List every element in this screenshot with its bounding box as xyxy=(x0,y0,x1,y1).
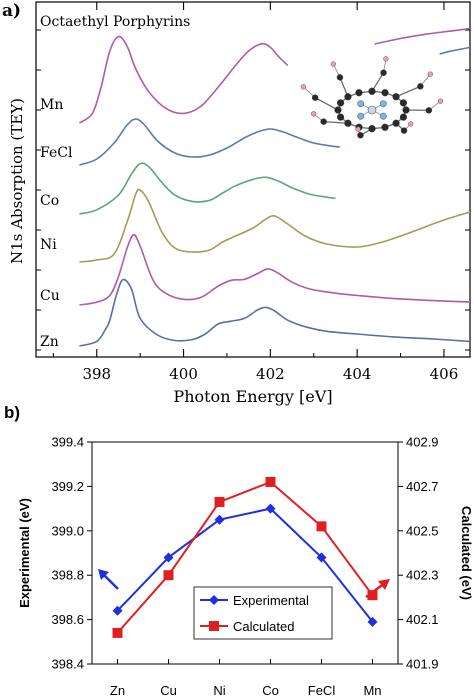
b-left-ticks: 398.4 398.6 398.8 399.0 399.2 399.4 xyxy=(51,435,92,672)
category-label: Co xyxy=(262,683,279,698)
x-tick-label: 404 xyxy=(343,365,372,383)
left-tick-label: 398.8 xyxy=(51,568,84,583)
b-right-ticks: 401.9 402.1 402.3 402.5 402.7 402.9 xyxy=(398,435,439,672)
series-label-co: Co xyxy=(40,193,59,209)
spectrum-fragment xyxy=(439,46,471,55)
series-line-calculated xyxy=(116,480,374,634)
point-experimental xyxy=(214,514,225,525)
spectrum-mn xyxy=(78,35,289,124)
left-tick-label: 399.4 xyxy=(51,435,84,450)
left-axis-arrow xyxy=(98,569,119,590)
panel-b-label: b) xyxy=(4,403,20,422)
right-axis-arrow xyxy=(365,579,390,599)
series-label-fecl: FeCl xyxy=(40,145,73,161)
spectrum-zn xyxy=(79,278,471,347)
left-tick-label: 398.4 xyxy=(51,657,84,672)
a-x-axis-label: Photon Energy [eV] xyxy=(173,387,332,406)
plot-b-frame xyxy=(91,441,399,665)
legend-marker-experimental xyxy=(209,595,219,605)
a-series-labels: Zn Cu Ni Co FeCl Mn xyxy=(40,97,73,350)
panel-a-annotation: Octaethyl Porphyrins xyxy=(40,14,190,30)
left-tick-label: 398.6 xyxy=(51,612,84,627)
x-tick-label: 400 xyxy=(169,365,198,383)
point-experimental xyxy=(163,552,174,563)
right-tick-label: 402.9 xyxy=(406,435,439,450)
point-experimental xyxy=(316,552,327,563)
series-label-mn: Mn xyxy=(40,97,63,113)
point-experimental xyxy=(367,616,378,627)
spectrum-fecl xyxy=(79,118,340,166)
b-left-axis-label: Experimental (eV) xyxy=(17,498,32,608)
a-x-ticks: 398 400 402 404 406 xyxy=(36,2,470,383)
series-line-experimental xyxy=(116,507,374,623)
point-calculated xyxy=(214,496,225,507)
spectrum-fragment xyxy=(374,27,471,45)
right-tick-label: 402.7 xyxy=(406,479,439,494)
category-label: Mn xyxy=(363,683,381,698)
b-series xyxy=(112,476,378,638)
b-right-axis-label: Calculated (eV) xyxy=(459,506,474,600)
point-experimental xyxy=(265,503,276,514)
right-tick-label: 401.9 xyxy=(406,657,439,672)
b-category-ticks: Zn Cu Ni Co FeCl Mn xyxy=(110,659,382,698)
series-label-zn: Zn xyxy=(40,334,59,350)
porphyrin-molecule-image xyxy=(300,56,444,139)
point-calculated xyxy=(316,521,327,532)
left-tick-label: 399.2 xyxy=(51,479,84,494)
spectrum-cu xyxy=(79,233,471,306)
legend-label-calculated: Calculated xyxy=(233,619,294,634)
legend-marker-calculated xyxy=(209,621,219,631)
legend-label-experimental: Experimental xyxy=(233,593,309,608)
series-label-cu: Cu xyxy=(40,288,60,304)
category-label: FeCl xyxy=(308,683,336,698)
point-calculated xyxy=(265,476,276,487)
point-calculated xyxy=(112,627,123,638)
spectrum-ni xyxy=(79,188,471,263)
right-tick-label: 402.3 xyxy=(406,568,439,583)
panel-b: b) Experimental (eV) Calculated (eV) 398… xyxy=(4,403,474,698)
plot-a-frame xyxy=(35,1,471,358)
category-label: Ni xyxy=(213,683,225,698)
a-spectra xyxy=(78,27,471,347)
panel-a: a) Octaethyl Porphyrins N1s Absorption (… xyxy=(2,1,471,406)
x-tick-label: 398 xyxy=(82,365,111,383)
right-tick-label: 402.5 xyxy=(406,523,439,538)
point-experimental xyxy=(112,605,123,616)
series-label-ni: Ni xyxy=(40,237,57,253)
point-calculated xyxy=(163,570,174,581)
b-legend: Experimental Calculated xyxy=(193,586,333,640)
x-tick-label: 402 xyxy=(256,365,285,383)
panel-a-label: a) xyxy=(2,1,21,21)
left-tick-label: 399.0 xyxy=(51,523,84,538)
x-tick-label: 406 xyxy=(430,365,459,383)
point-calculated xyxy=(367,590,378,601)
spectrum-co xyxy=(79,162,336,215)
right-tick-label: 402.1 xyxy=(406,612,439,627)
category-label: Cu xyxy=(160,683,177,698)
a-y-axis-label: N1s Absorption (TEY) xyxy=(8,98,26,264)
category-label: Zn xyxy=(110,683,125,698)
